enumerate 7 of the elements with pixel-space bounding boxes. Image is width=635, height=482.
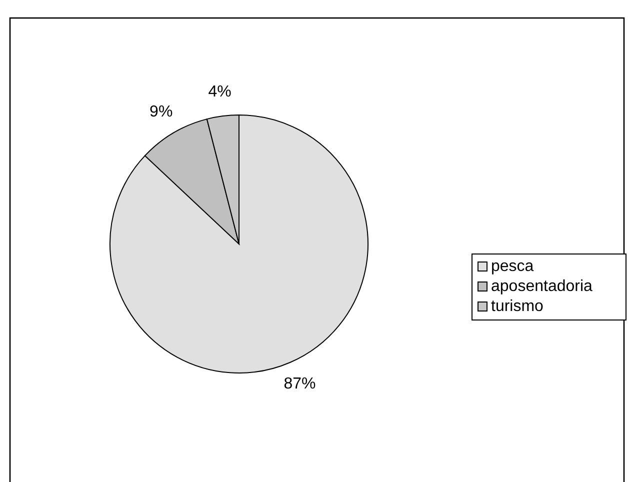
legend-label: aposentadoria: [491, 278, 593, 296]
data-label: 9%: [150, 104, 173, 121]
data-label: 4%: [208, 83, 232, 100]
legend-label: pesca: [491, 258, 534, 276]
legend-label: turismo: [491, 298, 544, 316]
pie-slice: [144, 118, 240, 244]
data-label: 87%: [284, 376, 316, 393]
